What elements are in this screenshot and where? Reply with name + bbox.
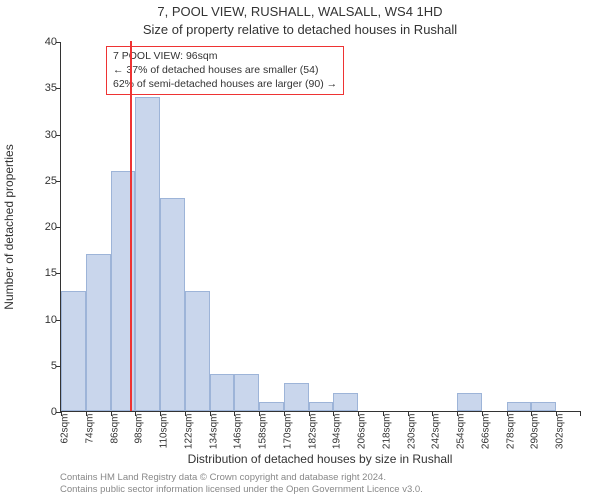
x-tick-label: 302sqm: [555, 414, 566, 450]
y-tick-label: 10: [27, 314, 57, 326]
x-tick-label: 134sqm: [208, 414, 219, 450]
annotation-line-3: 62% of semi-detached houses are larger (…: [113, 77, 337, 91]
x-axis-label: Distribution of detached houses by size …: [60, 452, 580, 466]
annotation-line-2: ← 37% of detached houses are smaller (54…: [113, 63, 337, 77]
y-tick-mark: [56, 181, 61, 182]
x-tick-label: 98sqm: [134, 414, 145, 444]
x-tick-label: 254sqm: [456, 414, 467, 450]
histogram-bar: [160, 198, 185, 411]
y-tick-label: 40: [27, 36, 57, 48]
annotation-box: 7 POOL VIEW: 96sqm ← 37% of detached hou…: [106, 46, 344, 95]
x-tick-label: 230sqm: [406, 414, 417, 450]
histogram-bar: [61, 291, 86, 411]
x-tick-label: 206sqm: [357, 414, 368, 450]
x-tick-label: 278sqm: [505, 414, 516, 450]
footer-attribution: Contains HM Land Registry data © Crown c…: [60, 472, 580, 496]
histogram-bar: [234, 374, 259, 411]
y-tick-mark: [56, 42, 61, 43]
annotation-line-1: 7 POOL VIEW: 96sqm: [113, 49, 337, 63]
y-tick-label: 30: [27, 129, 57, 141]
footer-line-2: Contains public sector information licen…: [60, 484, 580, 496]
y-tick-label: 20: [27, 221, 57, 233]
histogram-bar: [457, 393, 482, 412]
x-tick-label: 62sqm: [60, 414, 71, 444]
y-tick-label: 15: [27, 267, 57, 279]
x-tick-label: 122sqm: [183, 414, 194, 450]
x-tick-label: 266sqm: [480, 414, 491, 450]
histogram-bar: [259, 402, 284, 411]
y-tick-mark: [56, 88, 61, 89]
y-axis-label: Number of detached properties: [2, 42, 20, 412]
chart-container: { "titles": { "main": "7, POOL VIEW, RUS…: [0, 0, 600, 500]
x-tick-label: 218sqm: [381, 414, 392, 450]
y-tick-label: 0: [27, 406, 57, 418]
x-tick-label: 290sqm: [530, 414, 541, 450]
histogram-bar: [507, 402, 532, 411]
histogram-bar: [333, 393, 358, 412]
x-tick-label: 74sqm: [84, 414, 95, 444]
y-tick-mark: [56, 135, 61, 136]
y-tick-label: 35: [27, 82, 57, 94]
histogram-bar: [309, 402, 334, 411]
chart-title: 7, POOL VIEW, RUSHALL, WALSALL, WS4 1HD: [0, 4, 600, 19]
y-tick-mark: [56, 227, 61, 228]
footer-line-1: Contains HM Land Registry data © Crown c…: [60, 472, 580, 484]
histogram-bar: [210, 374, 235, 411]
histogram-bar: [135, 97, 160, 412]
x-tick-label: 242sqm: [431, 414, 442, 450]
y-tick-label: 25: [27, 175, 57, 187]
y-tick-label: 5: [27, 360, 57, 372]
histogram-bar: [284, 383, 309, 411]
x-tick-label: 146sqm: [233, 414, 244, 450]
histogram-bar: [185, 291, 210, 411]
x-tick-label: 86sqm: [109, 414, 120, 444]
x-tick-label: 158sqm: [258, 414, 269, 450]
marker-line: [130, 41, 132, 411]
x-tick-label: 194sqm: [332, 414, 343, 450]
chart-subtitle: Size of property relative to detached ho…: [0, 22, 600, 37]
x-tick-label: 182sqm: [307, 414, 318, 450]
x-tick-mark: [580, 411, 581, 416]
plot-area: 7 POOL VIEW: 96sqm ← 37% of detached hou…: [60, 42, 580, 412]
y-tick-mark: [56, 273, 61, 274]
x-tick-label: 110sqm: [159, 414, 170, 449]
histogram-bar: [531, 402, 556, 411]
histogram-bar: [86, 254, 111, 411]
x-tick-label: 170sqm: [282, 414, 293, 450]
